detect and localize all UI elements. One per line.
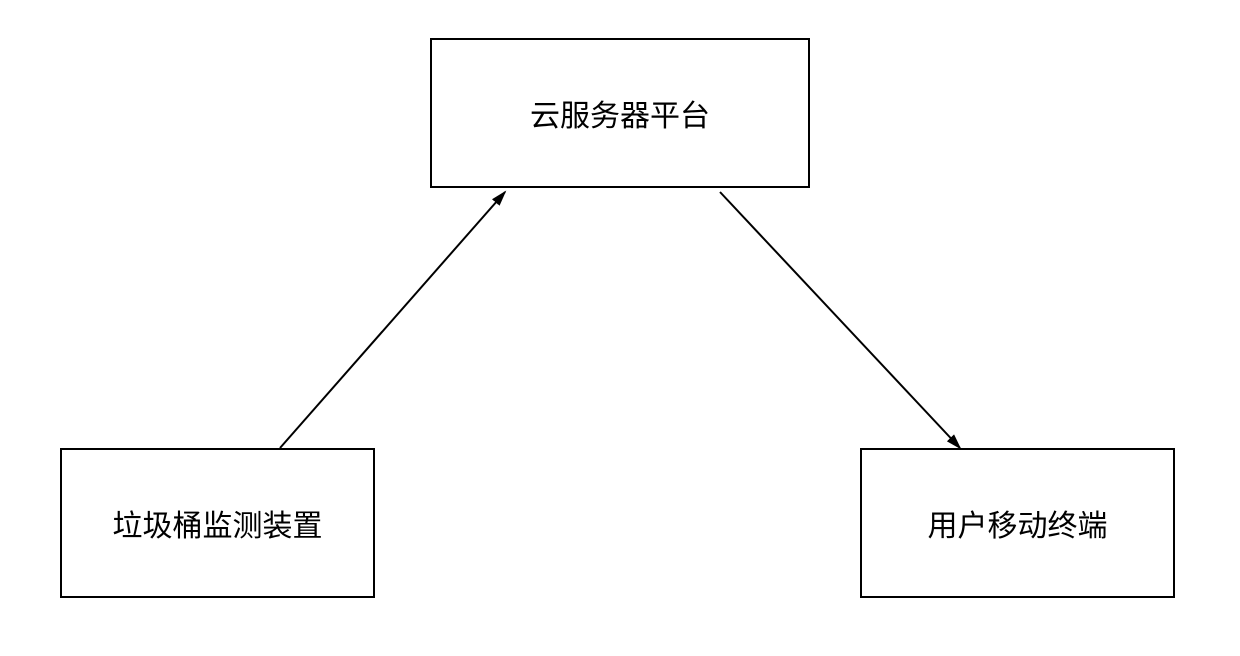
edge-cloud-to-terminal (720, 192, 960, 448)
node-label: 云服务器平台 (530, 91, 710, 135)
node-label: 用户移动终端 (928, 501, 1108, 545)
node-label: 垃圾桶监测装置 (113, 501, 323, 545)
diagram-canvas: 云服务器平台 垃圾桶监测装置 用户移动终端 (0, 0, 1240, 656)
node-cloud-server-platform: 云服务器平台 (430, 38, 810, 188)
node-user-mobile-terminal: 用户移动终端 (860, 448, 1175, 598)
edge-monitor-to-cloud (280, 192, 505, 448)
node-trash-monitor-device: 垃圾桶监测装置 (60, 448, 375, 598)
